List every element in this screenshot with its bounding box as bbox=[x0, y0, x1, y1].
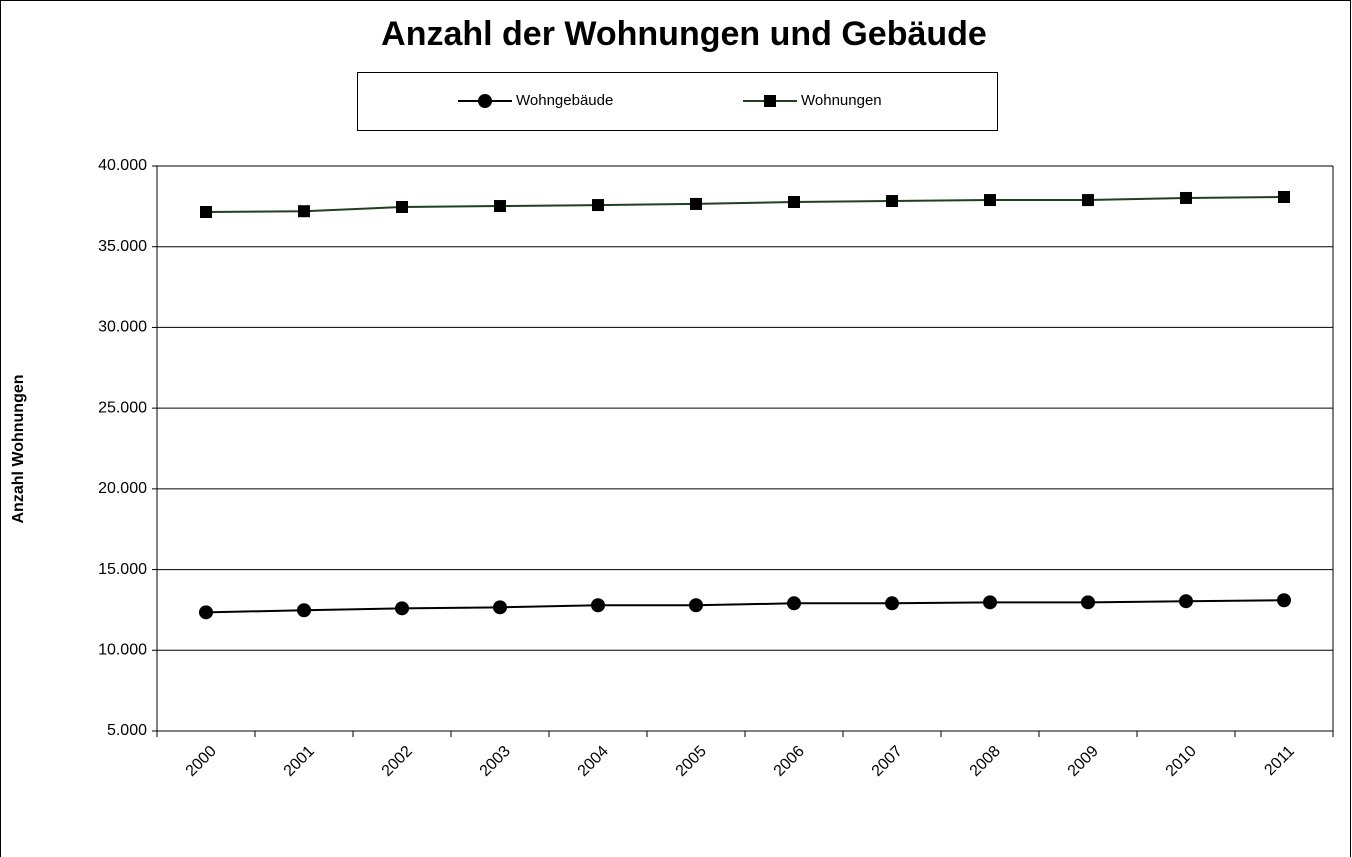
data-point bbox=[787, 596, 801, 611]
data-point bbox=[591, 598, 605, 613]
data-point bbox=[493, 600, 507, 615]
y-tick-label: 35.000 bbox=[98, 238, 147, 255]
data-point bbox=[200, 206, 212, 219]
y-tick-label: 30.000 bbox=[98, 319, 147, 336]
legend-box bbox=[357, 72, 998, 131]
y-axis-title: Anzahl Wohnungen bbox=[10, 374, 27, 523]
legend-marker bbox=[764, 95, 776, 107]
y-tick-label: 10.000 bbox=[98, 642, 147, 659]
y-tick-label: 25.000 bbox=[98, 399, 147, 416]
series-line bbox=[205, 195, 1285, 214]
data-point bbox=[1180, 191, 1192, 204]
data-point bbox=[298, 205, 310, 218]
data-point bbox=[689, 598, 703, 613]
data-point bbox=[1277, 593, 1291, 608]
data-point bbox=[396, 201, 408, 214]
data-point bbox=[1278, 190, 1290, 203]
data-point bbox=[1082, 194, 1094, 207]
data-point bbox=[199, 605, 213, 620]
series-line bbox=[205, 599, 1285, 614]
legend-label: Wohngebäude bbox=[516, 92, 613, 109]
data-point bbox=[1179, 594, 1193, 609]
data-point bbox=[788, 195, 800, 208]
chart-title: Anzahl der Wohnungen und Gebäude bbox=[381, 15, 987, 53]
y-tick-label: 5.000 bbox=[107, 722, 147, 739]
data-point bbox=[494, 200, 506, 213]
data-point bbox=[983, 595, 997, 610]
data-point bbox=[592, 199, 604, 212]
data-point bbox=[885, 596, 899, 611]
data-point bbox=[1081, 595, 1095, 610]
legend-marker bbox=[478, 94, 492, 108]
data-point bbox=[690, 197, 702, 210]
data-point bbox=[886, 195, 898, 208]
legend-label: Wohnungen bbox=[801, 92, 882, 109]
data-point bbox=[395, 601, 409, 616]
data-point bbox=[984, 194, 996, 207]
y-tick-label: 40.000 bbox=[98, 157, 147, 174]
y-tick-label: 15.000 bbox=[98, 561, 147, 578]
data-point bbox=[297, 603, 311, 618]
y-tick-label: 20.000 bbox=[98, 480, 147, 497]
